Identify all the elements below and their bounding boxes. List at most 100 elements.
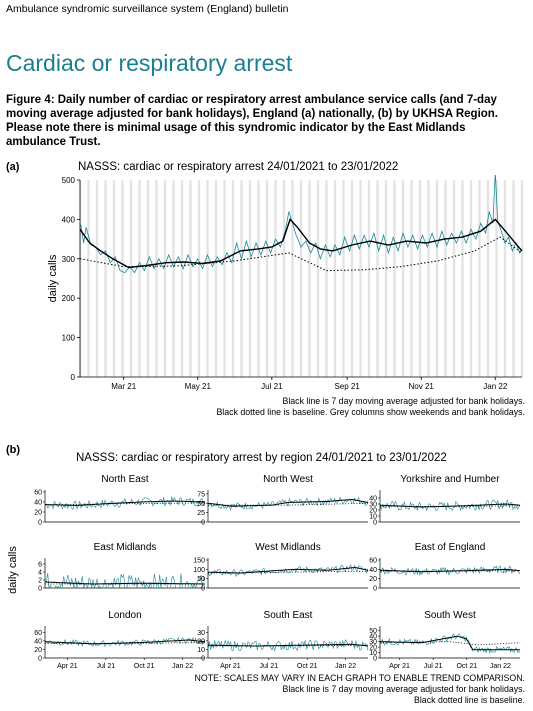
weekend-column <box>325 180 327 377</box>
y-tick-label: 20 <box>369 645 377 652</box>
y-tick-label: 10 <box>369 514 377 521</box>
note-line: Black line is 7 day moving average adjus… <box>282 396 525 406</box>
weekend-column <box>411 180 413 377</box>
weekend-column <box>206 180 208 377</box>
weekend-column <box>267 180 269 377</box>
weekend-column <box>427 180 429 377</box>
weekend-column <box>454 180 456 377</box>
y-tick-label: 20 <box>34 647 42 654</box>
y-tick-label: 40 <box>34 638 42 645</box>
moving-average-line <box>44 639 206 645</box>
weekend-column <box>105 180 107 377</box>
x-tick-label: Jul 21 <box>424 663 443 670</box>
x-tick-label: Jan 22 <box>490 663 511 670</box>
moving-average-line <box>379 503 521 508</box>
weekend-column <box>223 180 225 377</box>
weekend-column <box>97 180 99 377</box>
note-line: Black line is 7 day moving average adjus… <box>282 684 525 694</box>
x-tick-label: Mar 21 <box>111 382 136 391</box>
weekend-column <box>359 180 361 377</box>
y-tick-label: 40 <box>369 634 377 641</box>
y-tick-label: 100 <box>62 334 76 343</box>
weekend-column <box>95 180 97 377</box>
daily-calls-line <box>379 499 521 512</box>
region-panel: East of England 0 20 40 60 <box>369 542 521 593</box>
weekend-column <box>155 180 157 377</box>
weekend-column <box>173 180 175 377</box>
weekend-column <box>284 180 286 377</box>
page-title: Cardiac or respiratory arrest <box>6 50 293 76</box>
weekend-column <box>231 180 233 377</box>
panel-label-a: (a) <box>6 161 20 173</box>
weekend-column <box>522 180 524 377</box>
weekend-column <box>520 180 522 377</box>
region-title: North East <box>101 474 148 485</box>
x-tick-label: Oct 21 <box>134 663 155 670</box>
weekend-column <box>165 180 167 377</box>
weekend-column <box>148 180 150 377</box>
x-tick-label: May 21 <box>185 382 212 391</box>
weekend-column <box>377 180 379 377</box>
weekend-column <box>112 180 114 377</box>
weekend-column <box>428 180 430 377</box>
daily-calls-line <box>379 565 521 576</box>
weekend-column <box>299 180 301 377</box>
weekend-column <box>444 180 446 377</box>
weekend-column <box>350 180 352 377</box>
y-tick-label: 0 <box>201 520 205 527</box>
weekend-column <box>138 180 140 377</box>
weekend-column <box>139 180 141 377</box>
x-tick-label: Apr 21 <box>389 663 410 670</box>
weekend-column <box>437 180 439 377</box>
weekend-column <box>207 180 209 377</box>
national-chart-note: Black line is 7 day moving average adjus… <box>216 396 525 418</box>
weekend-column <box>224 180 226 377</box>
y-tick-label: 2 <box>38 578 42 585</box>
weekend-column <box>410 180 412 377</box>
weekend-column <box>462 180 464 377</box>
figure-caption: Figure 4: Daily number of cardiac or res… <box>6 94 499 148</box>
weekend-column <box>182 180 184 377</box>
moving-average-line <box>380 568 521 573</box>
weekend-column <box>418 180 420 377</box>
weekend-column <box>384 180 386 377</box>
weekend-column <box>342 180 344 377</box>
region-panel: North East 0 20 40 60 <box>34 474 206 527</box>
daily-calls-line <box>207 639 369 652</box>
weekend-column <box>326 180 328 377</box>
x-tick-label: Jul 21 <box>96 663 115 670</box>
y-tick-label: 60 <box>34 630 42 637</box>
weekend-column <box>163 180 165 377</box>
y-tick-label: 150 <box>193 558 205 565</box>
y-tick-label: 30 <box>369 639 377 646</box>
y-tick-label: 500 <box>62 176 76 185</box>
y-tick-label: 40 <box>34 500 42 507</box>
moving-average-line <box>207 566 369 574</box>
region-panel: North West 0 25 50 75 <box>197 474 369 527</box>
weekend-column <box>335 180 337 377</box>
x-tick-label: Jan 22 <box>335 663 356 670</box>
region-title: South West <box>424 610 476 621</box>
moving-average-line <box>44 581 205 585</box>
y-tick-label: 0 <box>38 520 42 527</box>
y-tick-label: 0 <box>38 656 42 663</box>
weekend-column <box>486 180 488 377</box>
y-tick-label: 6 <box>38 562 42 569</box>
weekend-column <box>250 180 252 377</box>
x-tick-label: Oct 21 <box>456 663 477 670</box>
moving-average-line <box>79 218 523 269</box>
moving-average-line <box>207 643 369 647</box>
weekend-column <box>503 180 505 377</box>
weekend-column <box>513 180 515 377</box>
moving-average-line <box>44 500 206 507</box>
weekend-column <box>376 180 378 377</box>
weekend-column <box>114 180 116 377</box>
weekend-column <box>214 180 216 377</box>
y-tick-label: 25 <box>197 510 205 517</box>
daily-calls-line <box>207 496 369 511</box>
y-tick-label: 75 <box>197 491 205 498</box>
region-title: North West <box>263 474 313 485</box>
weekend-column <box>333 180 335 377</box>
